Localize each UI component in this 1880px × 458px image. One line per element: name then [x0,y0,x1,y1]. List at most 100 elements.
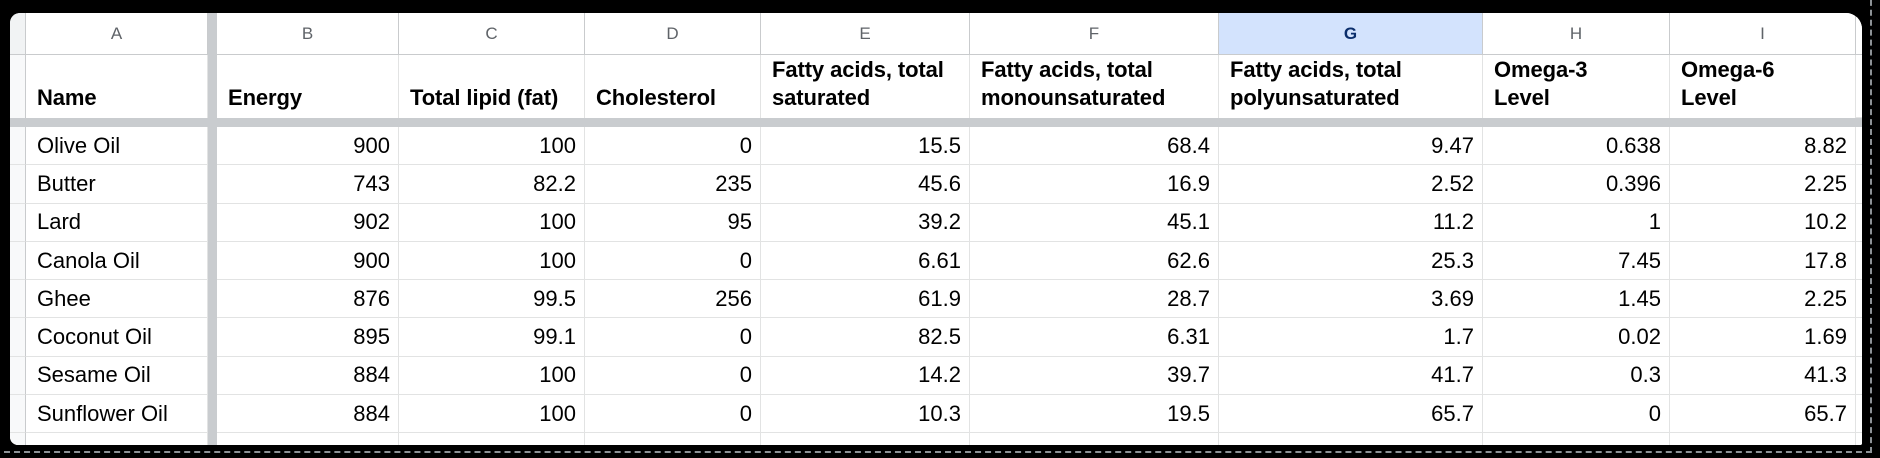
cell-saturated[interactable]: 45.6 [761,165,970,204]
empty-cell[interactable] [1483,433,1670,445]
cell-saturated[interactable]: 61.9 [761,280,970,319]
header-cell-cholesterol[interactable]: Cholesterol [585,55,761,118]
row-header[interactable] [10,318,26,357]
empty-cell[interactable] [1219,433,1483,445]
cell-polyunsaturated[interactable]: 11.2 [1219,203,1483,242]
cell-omega6[interactable]: 65.7 [1670,395,1856,434]
cell-omega3[interactable]: 1 [1483,203,1670,242]
cell-total-lipid[interactable]: 99.5 [399,280,585,319]
header-cell-omega6[interactable]: Omega-6 Level [1670,55,1856,118]
cell-energy[interactable]: 876 [217,280,399,319]
column-header-f[interactable]: F [970,13,1219,55]
cell-cholesterol[interactable]: 0 [585,127,761,166]
column-header-d[interactable]: D [585,13,761,55]
cell-omega6[interactable]: 10.2 [1670,203,1856,242]
empty-cell[interactable] [1856,433,1862,445]
row-header[interactable] [10,433,26,445]
empty-cell[interactable] [1670,433,1856,445]
cell-saturated[interactable]: 15.5 [761,127,970,166]
cell-omega3[interactable]: 7.45 [1483,241,1670,281]
cell-j-partial[interactable] [1856,55,1862,118]
cell-name[interactable]: Olive Oil [26,127,208,166]
cell-omega3[interactable]: 1.45 [1483,280,1670,319]
row-header-1[interactable] [10,55,26,118]
row-header[interactable] [10,241,26,281]
cell-name[interactable]: Canola Oil [26,241,208,281]
cell-total-lipid[interactable]: 100 [399,395,585,434]
cell-total-lipid[interactable]: 100 [399,127,585,166]
cell-j-partial[interactable] [1856,203,1862,242]
empty-cell[interactable] [761,433,970,445]
cell-energy[interactable]: 743 [217,165,399,204]
cell-cholesterol[interactable]: 0 [585,395,761,434]
cell-cholesterol[interactable]: 235 [585,165,761,204]
header-cell-monounsaturated[interactable]: Fatty acids, total monounsaturated [970,55,1219,118]
cell-monounsaturated[interactable]: 28.7 [970,280,1219,319]
cell-omega3[interactable]: 0.396 [1483,165,1670,204]
column-header-i[interactable]: I [1670,13,1856,55]
cell-polyunsaturated[interactable]: 3.69 [1219,280,1483,319]
header-cell-omega3[interactable]: Omega-3 Level [1483,55,1670,118]
cell-omega6[interactable]: 2.25 [1670,280,1856,319]
cell-j-partial[interactable] [1856,165,1862,204]
empty-cell[interactable] [585,433,761,445]
cell-total-lipid[interactable]: 100 [399,203,585,242]
cell-total-lipid[interactable]: 99.1 [399,318,585,357]
empty-cell[interactable] [970,433,1219,445]
cell-omega6[interactable]: 1.69 [1670,318,1856,357]
cell-total-lipid[interactable]: 100 [399,241,585,281]
cell-energy[interactable]: 900 [217,241,399,281]
header-cell-energy[interactable]: Energy [217,55,399,118]
cell-total-lipid[interactable]: 100 [399,356,585,396]
cell-j-partial[interactable] [1856,395,1862,434]
row-header[interactable] [10,203,26,242]
cell-saturated[interactable]: 82.5 [761,318,970,357]
header-cell-saturated[interactable]: Fatty acids, total saturated [761,55,970,118]
cell-omega3[interactable]: 0.638 [1483,127,1670,166]
cell-polyunsaturated[interactable]: 2.52 [1219,165,1483,204]
cell-energy[interactable]: 900 [217,127,399,166]
cell-saturated[interactable]: 6.61 [761,241,970,281]
cell-omega6[interactable]: 41.3 [1670,356,1856,396]
cell-polyunsaturated[interactable]: 25.3 [1219,241,1483,281]
header-cell-total-lipid[interactable]: Total lipid (fat) [399,55,585,118]
cell-j-partial[interactable] [1856,356,1862,396]
cell-j-partial[interactable] [1856,318,1862,357]
column-header-h[interactable]: H [1483,13,1670,55]
cell-j-partial[interactable] [1856,127,1862,166]
cell-omega6[interactable]: 2.25 [1670,165,1856,204]
cell-name[interactable]: Lard [26,203,208,242]
cell-energy[interactable]: 895 [217,318,399,357]
cell-monounsaturated[interactable]: 68.4 [970,127,1219,166]
row-header[interactable] [10,395,26,434]
cell-total-lipid[interactable]: 82.2 [399,165,585,204]
cell-energy[interactable]: 902 [217,203,399,242]
row-header[interactable] [10,127,26,166]
column-header-e[interactable]: E [761,13,970,55]
cell-j-partial[interactable] [1856,241,1862,281]
empty-cell[interactable] [217,433,399,445]
cell-cholesterol[interactable]: 0 [585,356,761,396]
cell-cholesterol[interactable]: 0 [585,241,761,281]
cell-monounsaturated[interactable]: 45.1 [970,203,1219,242]
cell-monounsaturated[interactable]: 62.6 [970,241,1219,281]
cell-saturated[interactable]: 39.2 [761,203,970,242]
cell-name[interactable]: Sesame Oil [26,356,208,396]
cell-name[interactable]: Butter [26,165,208,204]
cell-polyunsaturated[interactable]: 9.47 [1219,127,1483,166]
cell-omega6[interactable]: 17.8 [1670,241,1856,281]
cell-energy[interactable]: 884 [217,395,399,434]
cell-energy[interactable]: 884 [217,356,399,396]
cell-j-partial[interactable] [1856,280,1862,319]
cell-monounsaturated[interactable]: 39.7 [970,356,1219,396]
cell-cholesterol[interactable]: 256 [585,280,761,319]
cell-monounsaturated[interactable]: 19.5 [970,395,1219,434]
header-cell-name[interactable]: Name [26,55,208,118]
cell-saturated[interactable]: 10.3 [761,395,970,434]
header-cell-polyunsaturated[interactable]: Fatty acids, total polyunsaturated [1219,55,1483,118]
empty-cell[interactable] [26,433,208,445]
cell-saturated[interactable]: 14.2 [761,356,970,396]
column-header-a[interactable]: A [26,13,208,55]
cell-omega3[interactable]: 0.02 [1483,318,1670,357]
empty-cell[interactable] [399,433,585,445]
